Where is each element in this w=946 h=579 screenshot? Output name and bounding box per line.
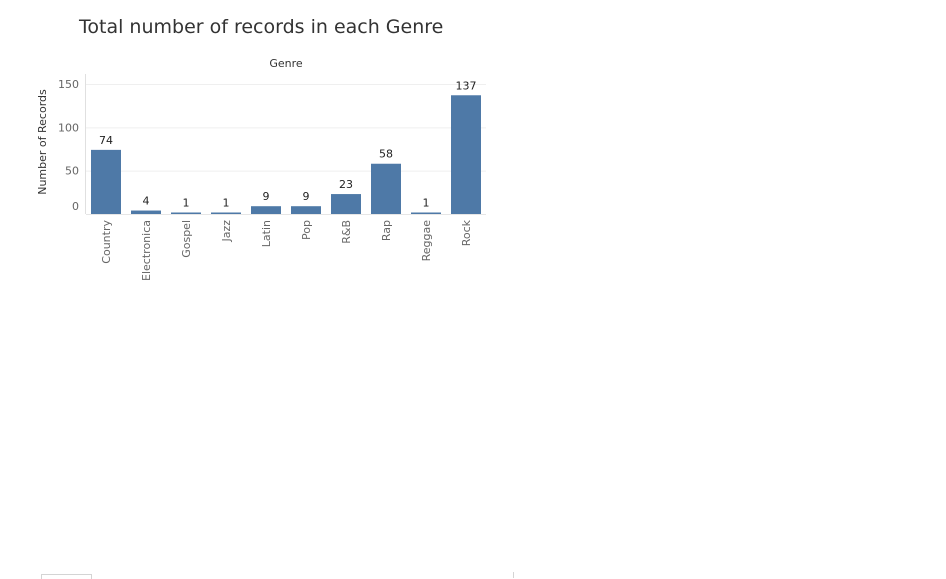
sheet-tab[interactable] [41, 574, 92, 579]
data-label: 137 [456, 79, 477, 92]
bar[interactable] [451, 95, 481, 214]
x-tick-label: Jazz [220, 220, 233, 243]
chart-title: Total number of records in each Genre [79, 16, 444, 38]
x-tick-label: Latin [260, 220, 273, 247]
y-axis-ticks: 0 50 100 150 [58, 78, 79, 213]
x-tick-label: Rock [460, 219, 473, 246]
y-tick-label: 0 [72, 200, 79, 213]
bar[interactable] [171, 212, 201, 215]
divider [513, 572, 514, 578]
x-tick-label: Rap [380, 220, 393, 241]
y-tick-label: 100 [58, 121, 79, 134]
y-axis-label: Number of Records [36, 89, 49, 195]
bars [91, 95, 481, 214]
x-tick-label: Country [100, 220, 113, 264]
bar[interactable] [291, 206, 321, 214]
bar[interactable] [411, 212, 441, 215]
data-label: 4 [143, 195, 150, 208]
bar[interactable] [331, 194, 361, 214]
data-label: 1 [423, 197, 430, 210]
gridlines [86, 84, 486, 215]
x-tick-label: R&B [340, 220, 353, 244]
bar[interactable] [211, 212, 241, 215]
x-axis-ticks: Country Electronica Gospel Jazz Latin Pop R&B R… [100, 219, 473, 281]
data-label: 58 [379, 148, 393, 161]
bar[interactable] [371, 163, 401, 214]
data-labels: 74 4 1 1 9 9 23 58 1 137 [99, 79, 477, 209]
y-tick-label: 150 [58, 78, 79, 91]
x-tick-label: Electronica [140, 220, 153, 281]
x-tick-label: Pop [300, 220, 313, 240]
bar[interactable] [131, 210, 161, 214]
data-label: 23 [339, 178, 353, 191]
data-label: 9 [303, 190, 310, 203]
column-header: Genre [269, 57, 303, 70]
data-label: 9 [263, 190, 270, 203]
x-tick-label: Reggae [420, 220, 433, 262]
data-label: 1 [183, 197, 190, 210]
bar[interactable] [251, 206, 281, 214]
x-tick-label: Gospel [180, 220, 193, 258]
bar[interactable] [91, 149, 121, 214]
data-label: 1 [223, 197, 230, 210]
data-label: 74 [99, 134, 113, 147]
y-tick-label: 50 [65, 165, 79, 178]
